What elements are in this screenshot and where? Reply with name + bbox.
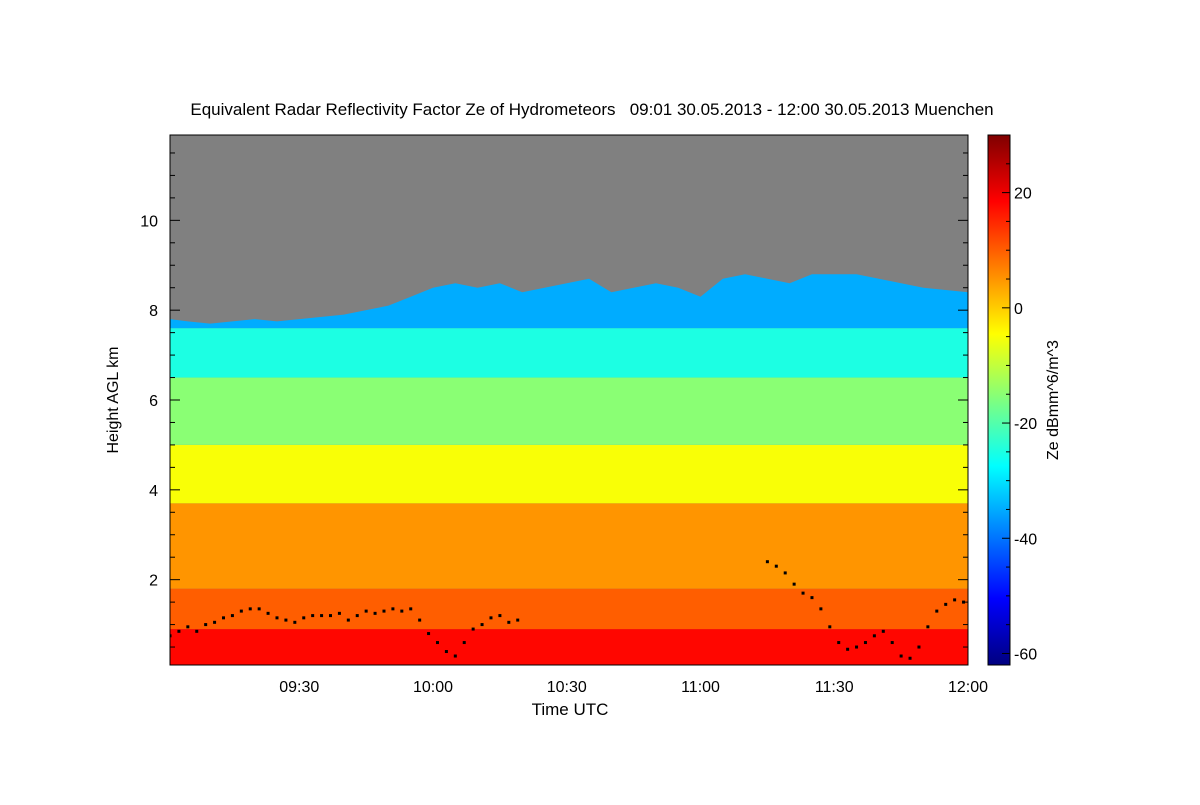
marker-point: [382, 609, 386, 613]
marker-point: [266, 611, 270, 615]
marker-point: [435, 641, 439, 645]
reflectivity-layer: [170, 444, 968, 504]
y-tick-label: 2: [149, 573, 158, 590]
marker-point: [213, 620, 217, 624]
colorbar: 20 0 -20 -40 -60: [987, 134, 1037, 666]
y-tick-label: 8: [149, 303, 158, 320]
marker-point: [881, 629, 885, 633]
marker-point: [765, 560, 769, 564]
echo-region: [170, 274, 968, 665]
marker-point: [364, 609, 368, 613]
marker-point: [239, 609, 243, 613]
colorbar-tick-label: 0: [1014, 301, 1023, 318]
marker-point: [391, 607, 395, 611]
marker-point: [284, 618, 288, 622]
x-axis: 09:30 10:00 10:30 11:00 11:30 12:00: [279, 679, 988, 696]
marker-point: [409, 607, 413, 611]
marker-point: [863, 641, 867, 645]
marker-point: [400, 609, 404, 613]
marker-point: [177, 629, 181, 633]
colorbar-tick-label: -40: [1014, 531, 1037, 548]
marker-point: [302, 616, 306, 620]
colorbar-tick-label: 20: [1014, 186, 1032, 203]
marker-point: [792, 582, 796, 586]
x-tick-label: 09:30: [279, 679, 319, 696]
marker-point: [774, 564, 778, 568]
marker-point: [257, 607, 261, 611]
marker-point: [373, 611, 377, 615]
marker-point: [783, 571, 787, 575]
marker-point: [462, 641, 466, 645]
marker-point: [293, 620, 297, 624]
reflectivity-layer: [170, 629, 968, 665]
marker-point: [275, 616, 279, 620]
y-tick-label: 10: [140, 213, 158, 230]
x-tick-label: 12:00: [948, 679, 988, 696]
marker-point: [810, 596, 814, 600]
marker-point: [498, 614, 502, 618]
colorbar-label: Ze dBmm^6/m^3: [1045, 340, 1062, 460]
colorbar-tick-label: -60: [1014, 646, 1037, 663]
plot-clip-group: [170, 135, 968, 665]
marker-point: [801, 591, 805, 595]
marker-point: [890, 641, 894, 645]
marker-point: [846, 647, 850, 651]
marker-point: [444, 650, 448, 654]
x-tick-label: 11:30: [815, 679, 854, 696]
x-axis-label: Time UTC: [532, 700, 609, 719]
y-axis-label: Height AGL km: [105, 346, 122, 453]
marker-point: [819, 607, 823, 611]
marker-point: [935, 609, 939, 613]
marker-point: [926, 625, 930, 629]
reflectivity-layer: [170, 377, 968, 445]
marker-point: [489, 616, 493, 620]
marker-point: [855, 645, 859, 649]
reflectivity-layer: [170, 588, 968, 630]
marker-point: [828, 625, 832, 629]
marker-point: [346, 618, 350, 622]
marker-point: [516, 618, 520, 622]
x-tick-label: 10:30: [547, 679, 587, 696]
marker-point: [953, 598, 957, 602]
marker-point: [837, 641, 841, 645]
marker-point: [453, 654, 457, 658]
marker-point: [170, 634, 172, 638]
marker-point: [944, 602, 948, 606]
marker-point: [480, 623, 484, 627]
plot-area: [169, 134, 969, 666]
colorbar-tick-label: -20: [1014, 416, 1037, 433]
y-tick-label: 4: [149, 483, 158, 500]
marker-point: [195, 629, 199, 633]
marker-point: [355, 614, 359, 618]
marker-point: [899, 654, 903, 658]
reflectivity-layer: [170, 503, 968, 589]
marker-point: [908, 656, 912, 660]
marker-point: [337, 611, 341, 615]
y-axis: 2 4 6 8 10: [140, 152, 968, 648]
marker-point: [311, 614, 315, 618]
marker-point: [221, 616, 225, 620]
marker-point: [320, 614, 324, 618]
marker-point: [418, 618, 422, 622]
marker-point: [471, 627, 475, 631]
marker-point: [427, 632, 431, 636]
chart-title: Equivalent Radar Reflectivity Factor Ze …: [190, 100, 993, 119]
x-tick-label: 10:00: [413, 679, 453, 696]
marker-point: [917, 645, 921, 649]
colorbar-bar: [987, 134, 1011, 666]
y-tick-label: 6: [149, 393, 158, 410]
marker-point: [186, 625, 190, 629]
x-tick-label: 11:00: [681, 679, 720, 696]
marker-point: [328, 614, 332, 618]
marker-point: [204, 623, 208, 627]
marker-point: [248, 607, 252, 611]
marker-point: [872, 634, 876, 638]
marker-point: [230, 614, 234, 618]
marker-point: [507, 620, 511, 624]
reflectivity-layer: [170, 328, 968, 378]
